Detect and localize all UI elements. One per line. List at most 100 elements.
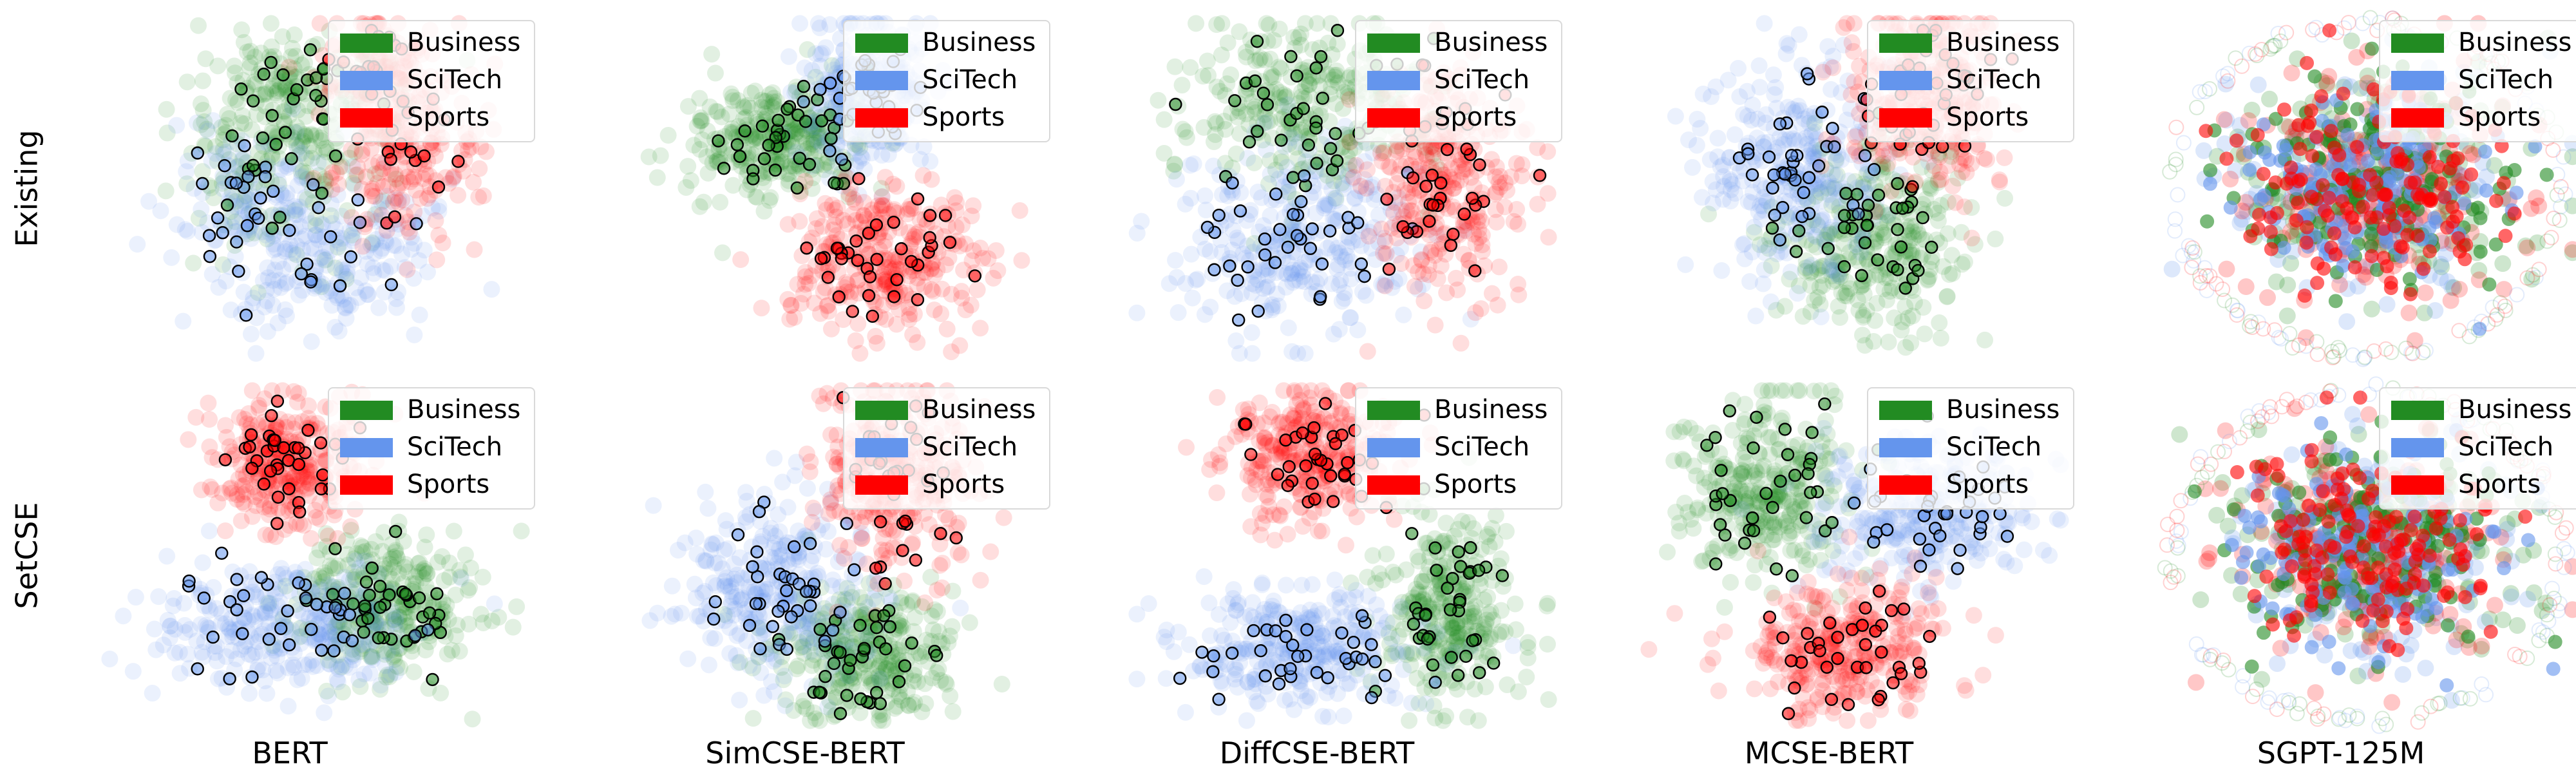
data-point — [362, 236, 379, 254]
data-point — [307, 209, 325, 227]
data-point — [1731, 88, 1748, 106]
data-point — [252, 44, 270, 62]
data-point — [1823, 81, 1840, 98]
data-point — [2416, 284, 2434, 301]
data-point — [194, 163, 211, 180]
data-point — [1821, 258, 1839, 276]
data-point — [1309, 15, 1326, 32]
data-point — [1996, 189, 2014, 207]
data-point — [475, 187, 492, 205]
data-point — [963, 207, 980, 225]
data-point — [1850, 187, 1864, 201]
data-point — [1169, 97, 1182, 111]
data-point — [1794, 308, 1812, 325]
data-point — [396, 259, 413, 276]
data-point — [314, 216, 332, 234]
data-point — [1856, 337, 1873, 354]
data-point — [363, 210, 380, 227]
data-point — [260, 269, 277, 286]
data-point — [307, 127, 324, 144]
data-point — [1677, 256, 1694, 273]
data-point — [278, 126, 292, 139]
data-point — [465, 173, 482, 191]
legend-swatch-sports — [1879, 108, 1932, 128]
data-point — [377, 234, 395, 251]
data-point — [1329, 127, 1342, 140]
data-point — [1756, 261, 1773, 278]
data-point — [1320, 34, 1337, 52]
data-point — [870, 253, 884, 266]
data-point — [832, 290, 846, 304]
data-point — [957, 235, 974, 253]
data-point — [203, 152, 220, 169]
data-point — [316, 170, 334, 187]
data-point — [2195, 142, 2213, 159]
data-point — [220, 198, 234, 212]
data-point — [887, 290, 901, 303]
data-point — [1226, 288, 1244, 305]
data-point — [371, 164, 388, 182]
data-point — [382, 258, 399, 275]
data-point — [276, 103, 293, 120]
data-point — [790, 181, 804, 195]
data-point — [1231, 23, 1248, 41]
data-point — [802, 158, 817, 171]
data-point — [285, 60, 303, 77]
data-point — [1800, 67, 1814, 81]
data-point — [1932, 330, 1949, 347]
legend-label-business: Business — [922, 28, 1036, 57]
data-point — [259, 259, 276, 276]
data-point — [240, 219, 254, 233]
data-point — [733, 149, 747, 163]
data-point — [1938, 287, 1956, 305]
data-point — [911, 192, 925, 206]
data-point — [470, 189, 488, 206]
data-point — [294, 132, 312, 149]
data-point — [1250, 34, 1264, 48]
data-point — [312, 132, 330, 149]
data-point — [419, 189, 436, 207]
data-point — [712, 193, 729, 211]
data-point — [1231, 345, 1248, 362]
data-point — [242, 169, 255, 184]
data-point — [1767, 168, 1781, 182]
data-point — [1826, 122, 1839, 135]
data-point — [346, 143, 364, 160]
data-point — [393, 245, 410, 263]
data-point — [1233, 204, 1247, 218]
data-point — [450, 187, 467, 204]
data-point — [797, 95, 810, 109]
legend-swatch-scitech — [1367, 71, 1420, 90]
data-point — [278, 189, 295, 207]
data-point — [311, 15, 328, 32]
data-point — [286, 68, 303, 86]
data-point — [278, 184, 296, 202]
data-point — [1429, 270, 1446, 287]
data-point — [364, 234, 381, 251]
data-point — [2479, 183, 2494, 198]
data-point — [2307, 69, 2322, 84]
data-point — [1223, 259, 1236, 273]
data-point — [405, 170, 422, 187]
data-point — [1838, 15, 1855, 32]
data-point — [327, 259, 344, 276]
data-point — [1963, 229, 1980, 247]
data-point — [277, 240, 294, 258]
data-point — [797, 79, 811, 93]
data-point — [296, 126, 314, 143]
data-point — [328, 149, 343, 163]
data-point — [274, 260, 292, 278]
data-point — [822, 320, 840, 338]
data-point — [948, 194, 965, 211]
data-point — [301, 215, 319, 232]
data-point — [219, 106, 236, 123]
data-point — [1268, 256, 1282, 269]
data-point — [397, 207, 414, 224]
data-point — [281, 107, 298, 124]
data-point — [1231, 273, 1244, 287]
data-point — [300, 257, 314, 271]
data-point — [337, 310, 355, 327]
data-point — [1198, 52, 1216, 70]
data-point — [205, 189, 222, 207]
